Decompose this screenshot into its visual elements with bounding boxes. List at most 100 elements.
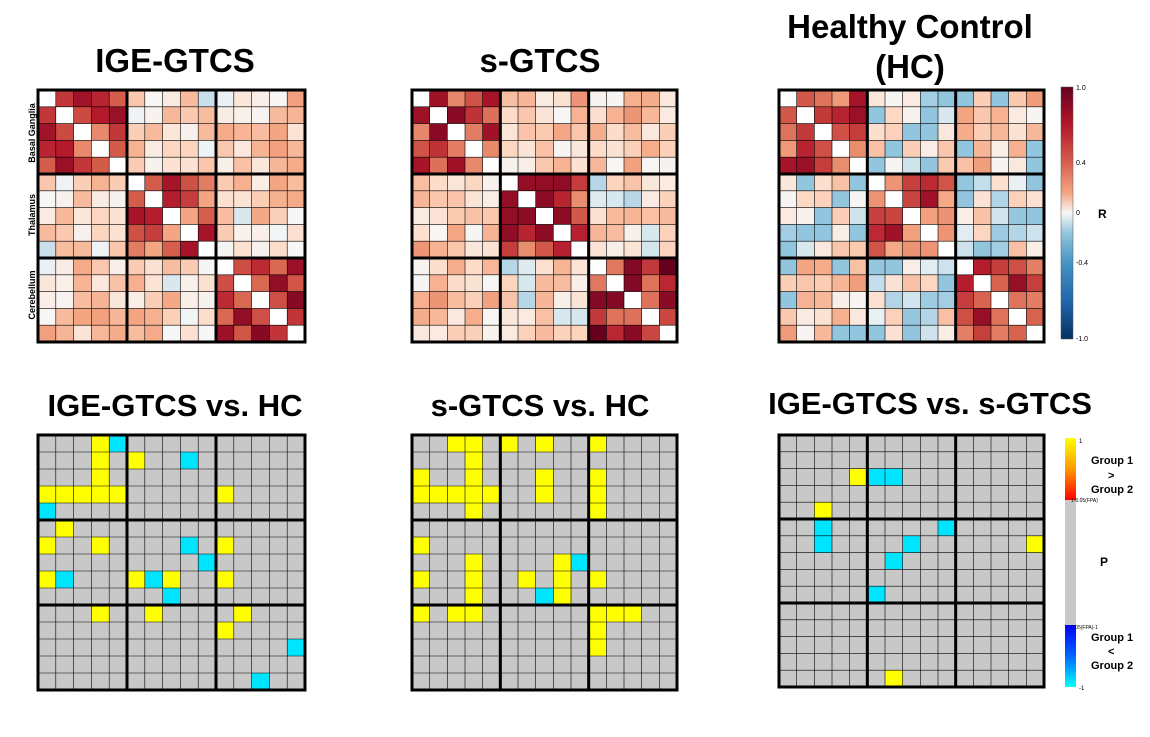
heatmap-cell xyxy=(885,241,903,258)
heatmap-cell xyxy=(287,157,305,174)
heatmap-cell xyxy=(659,123,677,141)
heatmap-cell xyxy=(535,157,554,174)
heatmap-cell xyxy=(109,90,127,107)
heatmap-cell xyxy=(91,291,110,309)
significant-cell-positive xyxy=(216,571,234,588)
heatmap-cell xyxy=(287,308,305,326)
heatmap-cell xyxy=(429,241,448,258)
heatmap-cell xyxy=(535,224,554,242)
heatmap-cell xyxy=(1008,90,1027,107)
heatmap-cell xyxy=(55,90,74,107)
heatmap-cell xyxy=(180,224,199,242)
heatmap-cell xyxy=(814,274,832,292)
significant-cell-positive xyxy=(885,670,903,687)
heatmap-cell xyxy=(796,90,815,107)
heatmap-cell xyxy=(73,325,92,342)
heatmap-cell xyxy=(796,274,815,292)
heatmap-cell xyxy=(1008,325,1027,342)
heatmap-cell xyxy=(814,123,832,141)
heatmap-cell xyxy=(73,174,92,191)
heatmap-cell xyxy=(920,241,938,258)
heatmap-cell xyxy=(814,224,832,242)
heatmap-cell xyxy=(885,258,903,275)
heatmap-cell xyxy=(287,207,305,225)
heatmap-cell xyxy=(55,174,74,191)
heatmap-cell xyxy=(885,174,903,191)
heatmap-cell xyxy=(269,308,288,326)
heatmap-cell xyxy=(73,308,92,326)
heatmap-cell xyxy=(832,207,850,225)
heatmap-cell xyxy=(127,224,145,242)
heatmap-cell xyxy=(535,174,554,191)
heatmap-cell xyxy=(624,241,642,258)
heatmap-cell xyxy=(251,258,270,275)
heatmap-cell xyxy=(606,291,624,309)
heatmap-cell xyxy=(447,241,465,258)
significant-cell-positive xyxy=(814,502,832,519)
heatmap-cell xyxy=(973,274,991,292)
heatmap-cell xyxy=(606,157,624,174)
heatmap-cell xyxy=(73,190,92,208)
heatmap-cell xyxy=(779,157,797,174)
heatmap-cell xyxy=(198,274,216,292)
colorbar-p-upper-thresh: 1-0.05(FPA) xyxy=(1071,498,1098,504)
significant-cell-positive xyxy=(109,486,127,503)
heatmap-cell xyxy=(991,174,1009,191)
heatmap-cell xyxy=(91,90,110,107)
heatmap-cell xyxy=(849,291,868,309)
heatmap-cell xyxy=(269,274,288,292)
heatmap-cell xyxy=(814,190,832,208)
heatmap-cell xyxy=(779,207,797,225)
colorbar-p-upper-label-1: Group 1 xyxy=(1091,455,1133,467)
heatmap-cell xyxy=(849,325,868,342)
heatmap-cell xyxy=(796,106,815,124)
heatmap-cell xyxy=(482,224,501,242)
heatmap-cell xyxy=(55,241,74,258)
heatmap-cell xyxy=(127,207,145,225)
heatmap-cell xyxy=(955,190,974,208)
significant-cell-positive xyxy=(465,469,483,486)
heatmap-cell xyxy=(482,90,501,107)
colorbar-p-tick-bottom: -1 xyxy=(1079,686,1085,692)
significant-cell-negative xyxy=(814,519,832,536)
heatmap-cell xyxy=(1026,140,1044,158)
heatmap-cell xyxy=(91,241,110,258)
heatmap-cell xyxy=(109,291,127,309)
heatmap-cell xyxy=(447,325,465,342)
heatmap-cell xyxy=(624,274,642,292)
heatmap-cell xyxy=(624,190,642,208)
heatmap-cell xyxy=(535,207,554,225)
heatmap-cell xyxy=(867,90,885,107)
heatmap-cell xyxy=(500,123,518,141)
heatmap-cell xyxy=(429,325,448,342)
heatmap-cell xyxy=(991,325,1009,342)
heatmap-cell xyxy=(832,258,850,275)
heatmap-cell xyxy=(251,174,270,191)
heatmap-cell xyxy=(73,157,92,174)
significant-cell-positive xyxy=(465,554,483,571)
heatmap-cell xyxy=(500,207,518,225)
significant-cell-positive xyxy=(91,469,110,486)
heatmap-cell xyxy=(109,325,127,342)
heatmap-cell xyxy=(991,140,1009,158)
heatmap-cell xyxy=(624,325,642,342)
heatmap-cell xyxy=(251,190,270,208)
heatmap-cell xyxy=(955,174,974,191)
heatmap-cell xyxy=(216,274,234,292)
heatmap-cell xyxy=(955,241,974,258)
heatmap-cell xyxy=(535,106,554,124)
colorbar-r-gradient xyxy=(1060,86,1074,340)
heatmap-cell xyxy=(412,308,430,326)
heatmap-cell xyxy=(553,174,571,191)
heatmap-cell xyxy=(571,207,589,225)
heatmap-cell xyxy=(412,123,430,141)
heatmap-cell xyxy=(606,325,624,342)
heatmap-cell xyxy=(588,140,607,158)
heatmap-cell xyxy=(955,308,974,326)
heatmap-cell xyxy=(867,157,885,174)
heatmap-cell xyxy=(465,174,483,191)
heatmap-cell xyxy=(973,174,991,191)
heatmap-cell xyxy=(465,291,483,309)
heatmap-cell xyxy=(796,157,815,174)
heatmap-cell xyxy=(198,224,216,242)
